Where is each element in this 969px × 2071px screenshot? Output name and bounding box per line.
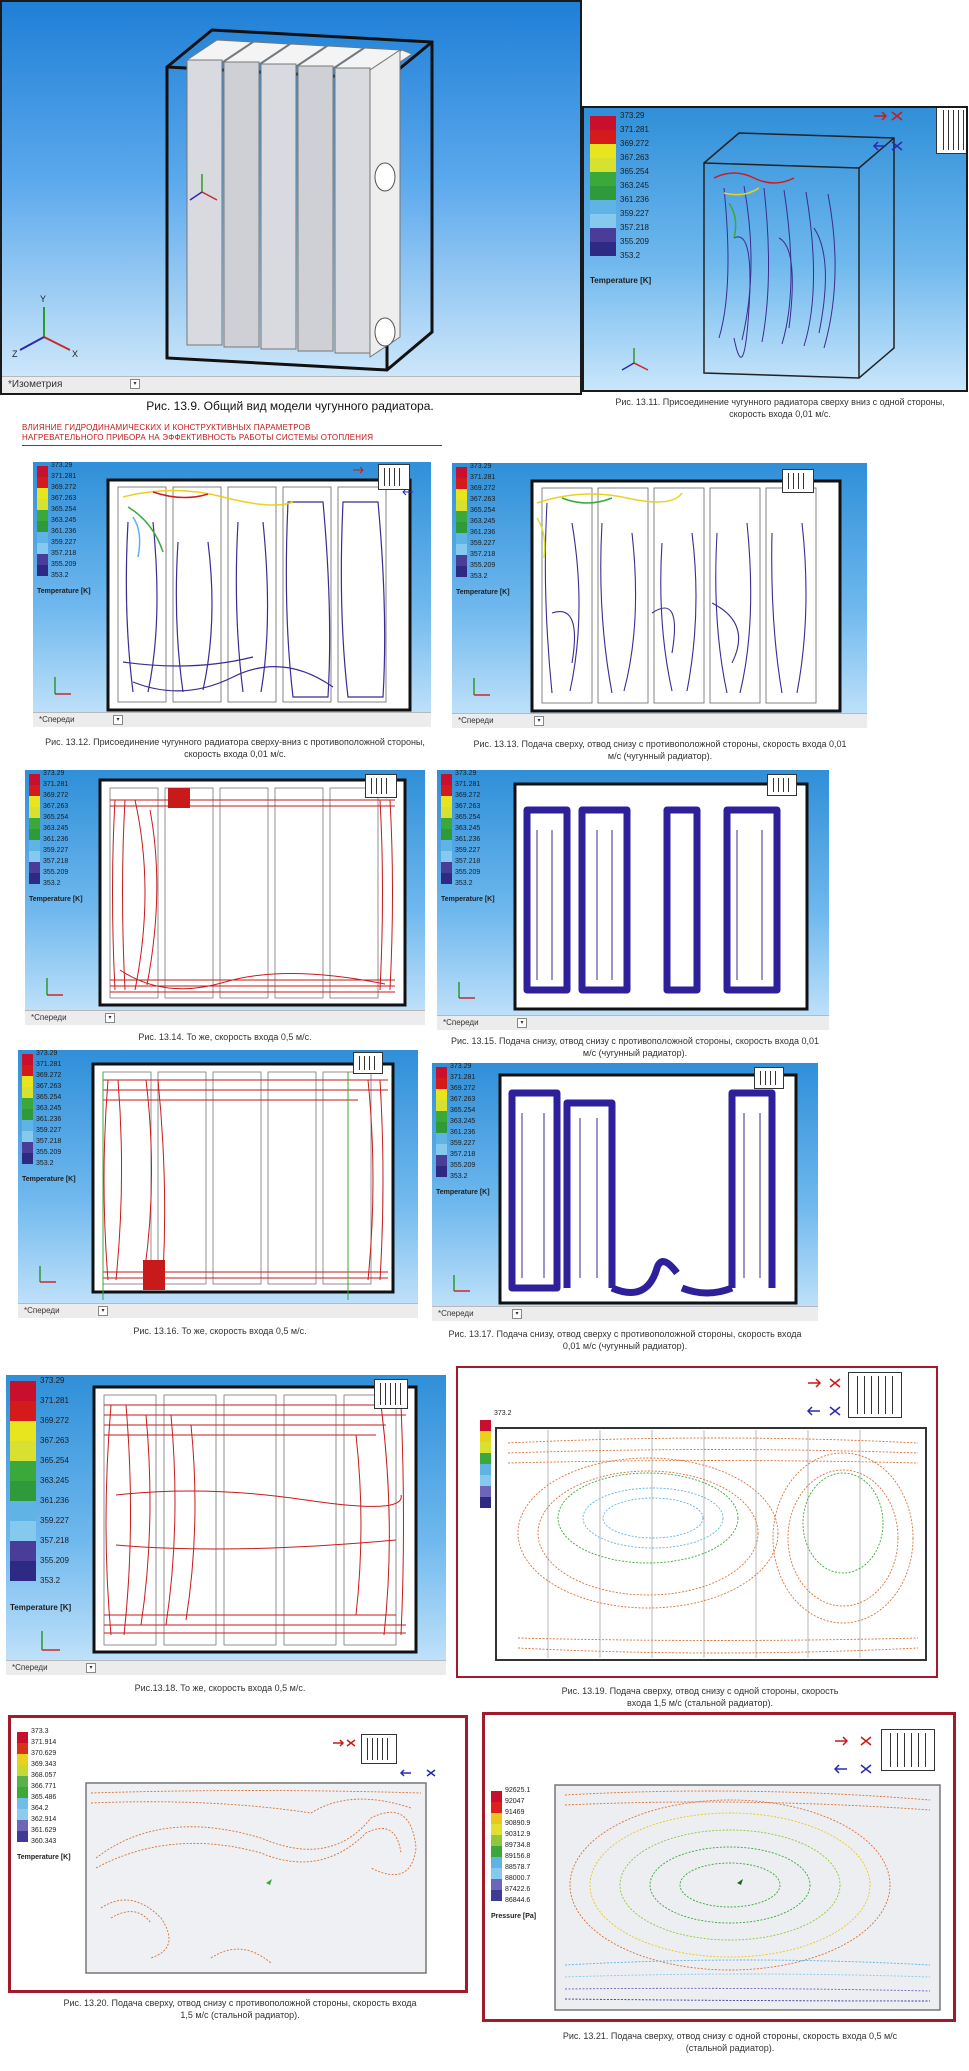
streamline-view-13-13	[473, 479, 842, 713]
streamline-view-13-11	[621, 111, 903, 379]
caption-fig-13-11: Рис. 13.11. Присоединение чугунного ради…	[615, 397, 945, 419]
radiator-scheme-icon	[365, 774, 397, 798]
radiator-scheme-icon	[754, 1067, 784, 1089]
view-orientation-bar[interactable]: *Спереди ▾	[432, 1306, 818, 1321]
section-heading: ВЛИЯНИЕ ГИДРОДИНАМИЧЕСКИХ И КОНСТРУКТИВН…	[22, 423, 374, 442]
fig-13-11-panel: 373.29 371.281 369.272 367.263 365.254 3…	[582, 106, 968, 392]
caption-fig-13-13: Рис. 13.13. Подача сверху, отвод снизу с…	[473, 739, 847, 761]
radiator-scheme-icon	[767, 774, 797, 796]
view-dropdown-arrow-icon[interactable]: ▾	[534, 716, 544, 726]
radiator-scheme-icon	[881, 1729, 935, 1771]
fig-13-17-panel: 373.29 371.281 369.272 367.263 365.254 3…	[432, 1063, 818, 1321]
view-orientation-label: *Спереди	[31, 1013, 67, 1022]
svg-text:X: X	[72, 349, 78, 359]
fig-13-14-panel: 373.29 371.281 369.272 367.263 365.254 3…	[25, 770, 425, 1025]
fig-13-13-panel: 373.29 371.281 369.272 367.263 365.254 3…	[452, 463, 867, 728]
view-orientation-label: *Спереди	[458, 716, 494, 725]
streamline-view-13-17	[453, 1073, 798, 1305]
streamline-view-13-15	[458, 782, 809, 1011]
streamline-view-13-21	[554, 1736, 941, 2011]
caption-fig-13-17: Рис. 13.17. Подача снизу, отвод сверху с…	[448, 1329, 802, 1351]
view-orientation-label: *Спереди	[443, 1018, 479, 1027]
view-orientation-bar[interactable]: *Спереди ▾	[437, 1015, 829, 1030]
radiator-scheme-icon	[374, 1379, 408, 1409]
view-orientation-bar[interactable]: *Спереди ▾	[6, 1660, 446, 1675]
svg-text:Y: Y	[40, 294, 46, 304]
fig-13-16-panel: 373.29 371.281 369.272 367.263 365.254 3…	[18, 1050, 418, 1318]
view-dropdown-arrow-icon[interactable]: ▾	[113, 715, 123, 725]
cast-iron-radiator-isometric: Y X Z	[12, 28, 434, 372]
fig-13-21-panel: 92625.1 92047 91469 90890.9 90312.9 8973…	[482, 1712, 956, 2022]
fig-13-12-panel: 373.29 371.281 369.272 367.263 365.254 3…	[33, 462, 431, 727]
fig-13-9-panel: Y X Z *Изометрия ▾	[0, 0, 582, 395]
view-orientation-bar[interactable]: *Изометрия ▾	[2, 376, 580, 393]
fig-13-15-panel: 373.29 371.281 369.272 367.263 365.254 3…	[437, 770, 829, 1030]
streamline-view-13-18	[41, 1385, 418, 1654]
streamline-view-13-12	[54, 466, 413, 712]
view-orientation-label: *Спереди	[438, 1309, 474, 1318]
radiator-scheme-icon	[378, 464, 410, 490]
radiator-scheme-icon	[936, 108, 966, 154]
view-dropdown-arrow-icon[interactable]: ▾	[105, 1013, 115, 1023]
caption-fig-13-12: Рис. 13.12. Присоединение чугунного ради…	[45, 737, 425, 759]
fig-13-18-panel: 373.29 371.281 369.272 367.263 365.254 3…	[6, 1375, 446, 1675]
view-orientation-label: *Спереди	[39, 715, 75, 724]
radiator-scheme-icon	[782, 469, 814, 493]
view-dropdown-arrow-icon[interactable]: ▾	[512, 1309, 522, 1319]
heading-underline	[22, 445, 442, 446]
caption-fig-13-14: Рис. 13.14. То же, скорость входа 0,5 м/…	[138, 1032, 312, 1042]
caption-fig-13-18: Рис.13.18. То же, скорость входа 0,5 м/с…	[134, 1683, 306, 1693]
caption-fig-13-15: Рис. 13.15. Подача снизу, отвод снизу с …	[451, 1036, 819, 1058]
fig-13-19-panel: 373.2	[456, 1366, 938, 1678]
view-orientation-label: *Изометрия	[8, 379, 63, 390]
view-dropdown-arrow-icon[interactable]: ▾	[86, 1663, 96, 1673]
streamline-view-13-16	[39, 1062, 395, 1300]
radiator-scheme-icon	[848, 1372, 902, 1418]
view-orientation-bar[interactable]: *Спереди ▾	[18, 1303, 418, 1318]
view-orientation-bar[interactable]: *Спереди ▾	[33, 712, 431, 727]
radiator-scheme-icon	[361, 1734, 397, 1764]
radiator-scheme-icon	[353, 1052, 383, 1074]
caption-fig-13-9: Рис. 13.9. Общий вид модели чугунного ра…	[146, 399, 434, 413]
view-orientation-label: *Спереди	[12, 1663, 48, 1672]
svg-text:Z: Z	[12, 349, 18, 359]
streamline-view-13-14	[46, 778, 407, 1007]
view-orientation-bar[interactable]: *Спереди ▾	[452, 713, 867, 728]
view-dropdown-arrow-icon[interactable]: ▾	[130, 379, 140, 389]
caption-fig-13-21: Рис. 13.21. Подача сверху, отвод снизу с…	[562, 2031, 898, 2053]
streamline-view-13-19	[495, 1378, 927, 1661]
fig-13-20-panel: 373.3 371.914 370.629 369.343 368.057 36…	[8, 1715, 468, 1993]
streamline-view-13-20	[85, 1739, 436, 1974]
caption-fig-13-16: Рис. 13.16. То же, скорость входа 0,5 м/…	[133, 1326, 307, 1336]
caption-fig-13-19: Рис. 13.19. Подача сверху, отвод снизу с…	[561, 1686, 839, 1708]
caption-fig-13-20: Рис. 13.20. Подача сверху, отвод снизу с…	[63, 1998, 417, 2020]
view-dropdown-arrow-icon[interactable]: ▾	[98, 1306, 108, 1316]
view-orientation-bar[interactable]: *Спереди ▾	[25, 1010, 425, 1025]
view-dropdown-arrow-icon[interactable]: ▾	[517, 1018, 527, 1028]
view-orientation-label: *Спереди	[24, 1306, 60, 1315]
